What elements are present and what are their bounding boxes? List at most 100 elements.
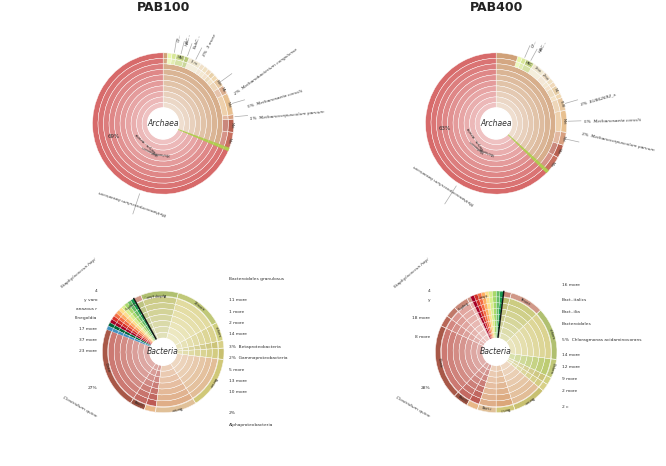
Wedge shape bbox=[487, 333, 496, 340]
Wedge shape bbox=[480, 299, 484, 305]
Wedge shape bbox=[151, 336, 155, 342]
Wedge shape bbox=[490, 333, 493, 339]
Wedge shape bbox=[501, 303, 508, 310]
Wedge shape bbox=[113, 320, 124, 331]
Wedge shape bbox=[478, 404, 496, 413]
Wedge shape bbox=[137, 297, 163, 309]
Wedge shape bbox=[483, 310, 487, 316]
Wedge shape bbox=[203, 138, 209, 143]
Text: 18 more: 18 more bbox=[412, 316, 430, 320]
Wedge shape bbox=[503, 291, 511, 298]
Text: Bacill: Bacill bbox=[133, 400, 144, 408]
Wedge shape bbox=[150, 335, 157, 342]
Wedge shape bbox=[147, 324, 151, 330]
Wedge shape bbox=[478, 315, 496, 324]
Wedge shape bbox=[494, 315, 496, 321]
Wedge shape bbox=[426, 53, 547, 194]
Wedge shape bbox=[120, 334, 143, 388]
Wedge shape bbox=[519, 355, 527, 365]
Wedge shape bbox=[471, 341, 483, 370]
Wedge shape bbox=[441, 316, 452, 328]
Wedge shape bbox=[135, 334, 143, 341]
Text: Alphaproteobacteria: Alphaproteobacteria bbox=[229, 423, 273, 427]
Text: 23 more: 23 more bbox=[79, 349, 97, 353]
Wedge shape bbox=[532, 314, 551, 359]
Wedge shape bbox=[496, 69, 550, 161]
Text: EubC...: EubC... bbox=[192, 34, 202, 49]
Wedge shape bbox=[213, 78, 223, 89]
Wedge shape bbox=[487, 322, 490, 328]
Wedge shape bbox=[499, 303, 502, 309]
Wedge shape bbox=[496, 315, 498, 321]
Title: PAB100: PAB100 bbox=[137, 1, 190, 14]
Wedge shape bbox=[138, 341, 153, 373]
Wedge shape bbox=[188, 346, 194, 350]
Wedge shape bbox=[208, 72, 214, 79]
Wedge shape bbox=[154, 334, 159, 340]
Wedge shape bbox=[149, 315, 172, 323]
Text: Archaea: Archaea bbox=[147, 119, 179, 128]
Text: 37 more: 37 more bbox=[79, 338, 97, 342]
Wedge shape bbox=[454, 392, 470, 405]
Wedge shape bbox=[141, 321, 147, 327]
Wedge shape bbox=[145, 326, 150, 331]
Wedge shape bbox=[194, 350, 200, 356]
Wedge shape bbox=[211, 322, 223, 342]
Wedge shape bbox=[177, 293, 216, 325]
Wedge shape bbox=[143, 309, 163, 319]
Text: y: y bbox=[428, 298, 430, 302]
Wedge shape bbox=[176, 348, 182, 351]
Wedge shape bbox=[114, 313, 121, 320]
Wedge shape bbox=[537, 76, 546, 85]
Wedge shape bbox=[464, 91, 519, 156]
Wedge shape bbox=[180, 340, 188, 348]
Wedge shape bbox=[463, 383, 476, 395]
Wedge shape bbox=[555, 111, 561, 132]
Text: Met: Met bbox=[229, 122, 233, 129]
Wedge shape bbox=[143, 319, 148, 326]
Wedge shape bbox=[483, 335, 490, 342]
Wedge shape bbox=[147, 331, 152, 337]
Wedge shape bbox=[496, 103, 517, 138]
Text: 2mo: 2mo bbox=[541, 73, 550, 81]
Wedge shape bbox=[476, 309, 496, 319]
Text: other_: other_ bbox=[143, 293, 155, 299]
Wedge shape bbox=[145, 334, 150, 339]
Wedge shape bbox=[551, 100, 560, 112]
Wedge shape bbox=[161, 363, 174, 371]
Text: Clostridium quinn: Clostridium quinn bbox=[62, 395, 97, 418]
Wedge shape bbox=[222, 119, 228, 132]
Wedge shape bbox=[153, 363, 159, 370]
Wedge shape bbox=[141, 291, 178, 301]
Wedge shape bbox=[124, 316, 134, 327]
Wedge shape bbox=[481, 321, 496, 330]
Wedge shape bbox=[228, 119, 234, 132]
Wedge shape bbox=[459, 86, 523, 161]
Wedge shape bbox=[502, 364, 515, 376]
Wedge shape bbox=[470, 97, 515, 150]
Wedge shape bbox=[493, 333, 494, 339]
Wedge shape bbox=[470, 295, 476, 302]
Wedge shape bbox=[558, 132, 566, 145]
Wedge shape bbox=[536, 310, 557, 359]
Wedge shape bbox=[200, 344, 206, 350]
Wedge shape bbox=[463, 309, 476, 321]
Wedge shape bbox=[127, 301, 134, 308]
Text: 17 more: 17 more bbox=[79, 327, 97, 331]
Wedge shape bbox=[505, 310, 527, 326]
Wedge shape bbox=[114, 308, 126, 320]
Text: Bacteria: Bacteria bbox=[147, 347, 179, 356]
Wedge shape bbox=[496, 370, 504, 377]
Text: Methanom: Methanom bbox=[151, 150, 170, 156]
Wedge shape bbox=[142, 328, 147, 334]
Wedge shape bbox=[496, 387, 509, 395]
Wedge shape bbox=[126, 304, 140, 316]
Wedge shape bbox=[123, 312, 130, 318]
Wedge shape bbox=[200, 349, 206, 357]
Text: 3%  Betaproteobacteria: 3% Betaproteobacteria bbox=[229, 345, 280, 349]
Wedge shape bbox=[483, 323, 487, 329]
Wedge shape bbox=[507, 134, 512, 138]
Wedge shape bbox=[490, 303, 494, 309]
Wedge shape bbox=[543, 376, 551, 384]
Wedge shape bbox=[496, 404, 515, 413]
